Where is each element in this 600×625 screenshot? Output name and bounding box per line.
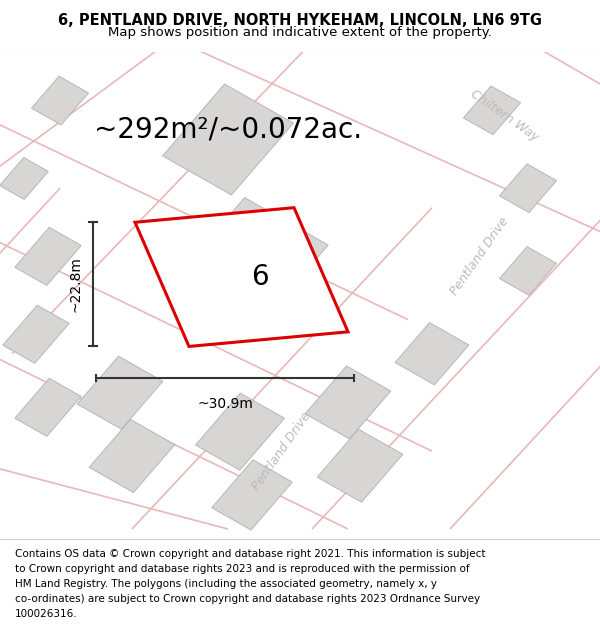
Polygon shape: [31, 76, 89, 125]
Text: to Crown copyright and database rights 2023 and is reproduced with the permissio: to Crown copyright and database rights 2…: [15, 564, 470, 574]
Text: ~22.8m: ~22.8m: [68, 256, 82, 312]
Text: Pentland Drive: Pentland Drive: [448, 215, 512, 298]
Polygon shape: [15, 228, 81, 286]
Polygon shape: [77, 356, 163, 429]
Polygon shape: [317, 429, 403, 503]
Polygon shape: [305, 366, 391, 439]
Polygon shape: [135, 208, 348, 346]
Polygon shape: [15, 378, 81, 436]
Text: HM Land Registry. The polygons (including the associated geometry, namely x, y: HM Land Registry. The polygons (includin…: [15, 579, 437, 589]
Text: 6, PENTLAND DRIVE, NORTH HYKEHAM, LINCOLN, LN6 9TG: 6, PENTLAND DRIVE, NORTH HYKEHAM, LINCOL…: [58, 13, 542, 28]
Text: ~292m²/~0.072ac.: ~292m²/~0.072ac.: [94, 116, 362, 144]
Text: Pentland Drive: Pentland Drive: [250, 409, 314, 492]
Text: Map shows position and indicative extent of the property.: Map shows position and indicative extent…: [108, 26, 492, 39]
Polygon shape: [499, 247, 557, 295]
Polygon shape: [163, 84, 293, 195]
Polygon shape: [3, 305, 69, 363]
Polygon shape: [395, 322, 469, 385]
Polygon shape: [463, 86, 521, 134]
Text: Contains OS data © Crown copyright and database right 2021. This information is : Contains OS data © Crown copyright and d…: [15, 549, 485, 559]
Polygon shape: [176, 198, 328, 325]
Polygon shape: [89, 419, 175, 492]
Text: ~30.9m: ~30.9m: [197, 397, 253, 411]
Polygon shape: [196, 393, 284, 470]
Polygon shape: [499, 164, 557, 212]
Polygon shape: [0, 158, 49, 199]
Polygon shape: [212, 460, 292, 530]
Text: co-ordinates) are subject to Crown copyright and database rights 2023 Ordnance S: co-ordinates) are subject to Crown copyr…: [15, 594, 480, 604]
Text: 6: 6: [251, 263, 268, 291]
Text: 100026316.: 100026316.: [15, 609, 77, 619]
Text: Chiltern Way: Chiltern Way: [467, 87, 541, 143]
